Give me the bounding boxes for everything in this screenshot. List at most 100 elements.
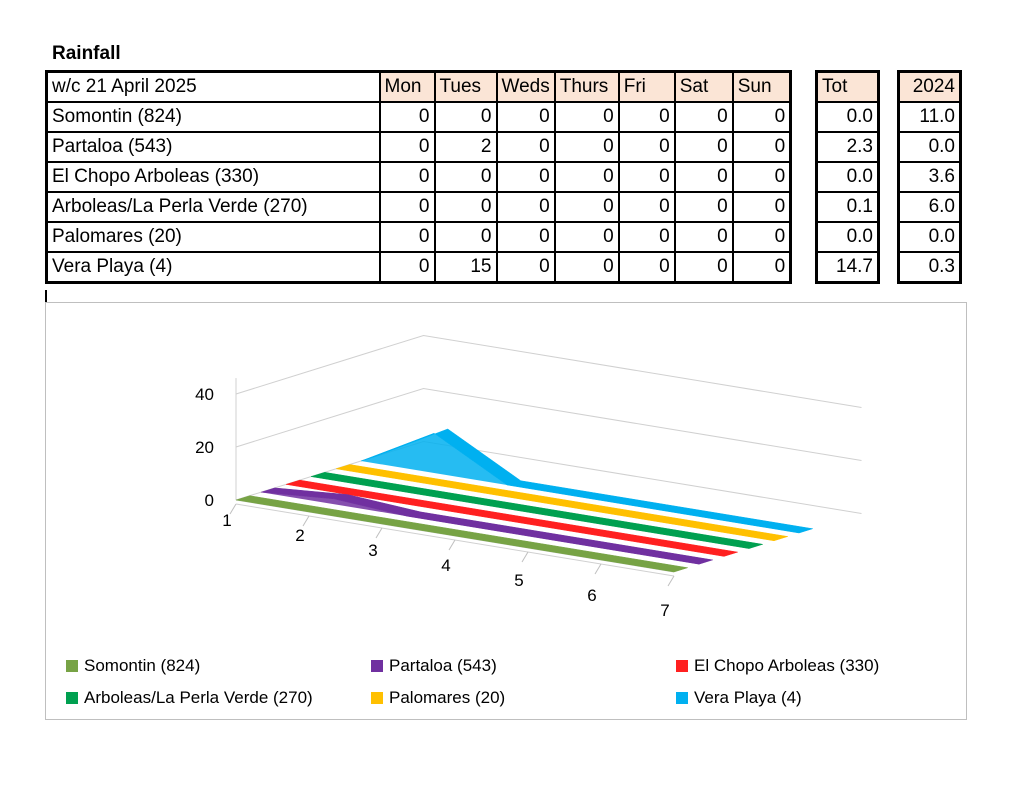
rainfall-table: w/c 21 April 2025 Mon Tues Weds Thurs Fr…: [45, 70, 793, 284]
station-name: Somontin (824): [45, 101, 381, 133]
total-cell: 0.1: [815, 191, 880, 223]
rainfall-cell: 0: [495, 131, 556, 163]
table-row: Arboleas/La Perla Verde (270) 0 0 0 0 0 0 0: [45, 191, 792, 223]
floor-outline: [235, 440, 862, 573]
x-tick-mark: [448, 539, 456, 551]
rainfall-cell: 0: [378, 101, 436, 133]
rainfall-cell: 0: [553, 161, 620, 193]
x-tick-mark: [667, 575, 675, 587]
day-header: Mon: [378, 70, 436, 103]
station-name: Arboleas/La Perla Verde (270): [45, 191, 381, 223]
page-title: Rainfall: [52, 43, 121, 64]
rainfall-cell: 0: [378, 191, 436, 223]
series-ribbon: [310, 472, 763, 549]
total-cell: 14.7: [815, 251, 880, 284]
rainfall-cell: 0: [617, 101, 676, 133]
day-header: Weds: [495, 70, 556, 103]
prev-year-header: 2024: [897, 70, 962, 103]
y-tick-label: 0: [205, 491, 214, 510]
x-tick-label: 2: [295, 526, 304, 545]
table-row: Partaloa (543) 0 2 0 0 0 0 0: [45, 131, 792, 163]
legend-item: Palomares (20): [371, 688, 505, 708]
day-header: Sat: [673, 70, 734, 103]
x-tick-mark: [521, 551, 529, 563]
table-header-row: w/c 21 April 2025 Mon Tues Weds Thurs Fr…: [45, 70, 792, 103]
y-tick-label: 40: [195, 385, 214, 404]
rainfall-cell: 2: [433, 131, 498, 163]
series-ribbon: [235, 495, 688, 573]
rainfall-cell: 0: [731, 161, 792, 193]
rainfall-cell: 0: [553, 221, 620, 253]
rainfall-cell: 0: [553, 131, 620, 163]
day-header: Thurs: [553, 70, 620, 103]
legend-swatch: [371, 660, 383, 672]
x-tick-mark: [375, 527, 383, 539]
previous-year-table: 2024 11.0 0.0 3.6 6.0 0.0 0.3: [897, 70, 962, 284]
table-row: Palomares (20) 0 0 0 0 0 0 0: [45, 221, 792, 253]
rainfall-cell: 0: [673, 221, 734, 253]
rainfall-cell: 0: [495, 251, 556, 284]
legend-swatch: [66, 660, 78, 672]
rainfall-cell: 0: [673, 191, 734, 223]
legend-item: Vera Playa (4): [676, 688, 802, 708]
prev-year-cell: 0.0: [897, 221, 962, 253]
y-tick-label: 20: [195, 438, 214, 457]
prev-year-cell: 3.6: [897, 161, 962, 193]
legend-label: El Chopo Arboleas (330): [694, 656, 880, 675]
legend-label: Partaloa (543): [389, 656, 497, 675]
legend-label: Vera Playa (4): [694, 688, 802, 707]
series-ribbon: [260, 487, 713, 565]
day-header: Sun: [731, 70, 792, 103]
tot-header: Tot: [815, 70, 880, 103]
rainfall-cell: 0: [731, 101, 792, 133]
rainfall-cell: 0: [495, 191, 556, 223]
rainfall-cell: 0: [617, 221, 676, 253]
rainfall-cell: 0: [673, 131, 734, 163]
series-ribbon: [360, 428, 813, 534]
legend-swatch: [66, 692, 78, 704]
rainfall-cell: 0: [617, 191, 676, 223]
prev-year-cell: 6.0: [897, 191, 962, 223]
table-row: Somontin (824) 0 0 0 0 0 0 0: [45, 101, 792, 133]
legend-item: Somontin (824): [66, 656, 200, 676]
series-ribbon: [335, 464, 788, 542]
station-name: Vera Playa (4): [45, 251, 381, 284]
x-tick-label: 5: [514, 571, 523, 590]
x-tick-label: 6: [587, 586, 596, 605]
legend-item: El Chopo Arboleas (330): [676, 656, 879, 676]
prev-year-cell: 0.3: [897, 251, 962, 284]
total-table: Tot 0.0 2.3 0.0 0.1 0.0 14.7: [815, 70, 880, 284]
rainfall-cell: 0: [617, 251, 676, 284]
rainfall-cell: 0: [495, 101, 556, 133]
table-row: El Chopo Arboleas (330) 0 0 0 0 0 0 0: [45, 161, 792, 193]
prev-year-cell: 11.0: [897, 101, 962, 133]
x-tick-label: 3: [368, 541, 377, 560]
total-cell: 0.0: [815, 161, 880, 193]
day-header: Tues: [433, 70, 498, 103]
week-label: w/c 21 April 2025: [45, 70, 381, 103]
legend-swatch: [371, 692, 383, 704]
legend-label: Somontin (824): [84, 656, 201, 675]
rainfall-cell: 0: [378, 251, 436, 284]
x-tick-label: 7: [660, 601, 669, 620]
gridline: [235, 334, 862, 408]
rainfall-cell: 0: [378, 161, 436, 193]
day-header: Fri: [617, 70, 676, 103]
rainfall-cell: 0: [433, 101, 498, 133]
rainfall-cell: 0: [553, 191, 620, 223]
x-tick-label: 4: [441, 556, 450, 575]
rainfall-cell: 0: [433, 161, 498, 193]
series-ribbon-face: [361, 433, 507, 485]
x-tick-mark: [594, 563, 602, 575]
x-tick-label: 1: [222, 511, 231, 530]
chart-frame: 0 20 40 1 2 3 4 5 6 7 Somontin (824) Partaloa (543…: [45, 302, 967, 720]
total-cell: 0.0: [815, 101, 880, 133]
station-name: Palomares (20): [45, 221, 381, 253]
series-ribbon: [285, 479, 738, 557]
total-cell: 2.3: [815, 131, 880, 163]
rainfall-cell: 0: [731, 251, 792, 284]
x-tick-mark: [302, 515, 310, 527]
rainfall-cell: 0: [617, 161, 676, 193]
rainfall-cell: 0: [553, 251, 620, 284]
rainfall-cell: 0: [731, 191, 792, 223]
